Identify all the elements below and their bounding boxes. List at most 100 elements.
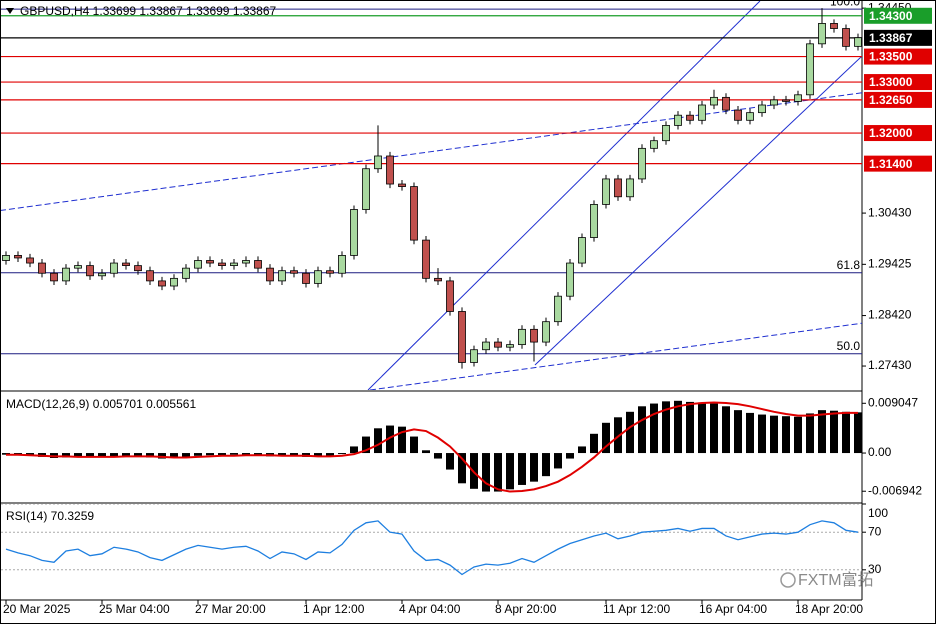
candle-body: [314, 270, 322, 284]
level-tag: [864, 7, 932, 24]
candle-body: [686, 114, 694, 121]
macd-bar: [578, 446, 586, 454]
candle-body: [74, 265, 82, 269]
rsi-panel: [1, 504, 862, 576]
y-tick-label: 1.27430: [868, 358, 912, 372]
x-tick-label: 25 Mar 04:00: [99, 602, 170, 616]
macd-bar: [710, 403, 718, 454]
candle-body: [2, 255, 10, 261]
macd-bar: [242, 453, 250, 455]
macd-bar: [386, 425, 394, 454]
x-tick-label: 11 Apr 12:00: [603, 602, 670, 616]
x-tick-label: 16 Apr 04:00: [699, 602, 767, 616]
level-label: 1.32650: [869, 93, 913, 107]
y-tick-label: 1.29425: [868, 256, 912, 270]
macd-bar: [554, 453, 562, 469]
candle-body: [458, 311, 466, 363]
macd-bar: [590, 433, 598, 454]
menu-arrow[interactable]: [6, 8, 14, 14]
x-tick-label: 20 Mar 2025: [3, 602, 71, 616]
macd-bar: [230, 453, 238, 455]
candle-body: [638, 147, 646, 180]
candle-body: [62, 267, 70, 282]
candle-body: [98, 272, 106, 277]
candle-body: [530, 328, 538, 343]
macd-bar: [566, 453, 574, 459]
macd-bar: [506, 453, 514, 490]
macd-bar: [446, 453, 454, 470]
macd-bar: [74, 453, 82, 457]
candle-body: [254, 260, 262, 269]
macd-bar: [794, 416, 802, 454]
y-tick-label: 30: [868, 562, 882, 576]
candle-body: [170, 277, 178, 287]
macd-bar: [98, 453, 106, 458]
candle-body: [350, 209, 358, 256]
candle-body: [230, 262, 238, 267]
macd-bar: [662, 401, 670, 454]
candle-body: [614, 178, 622, 198]
macd-bar: [734, 410, 742, 454]
candle-body: [434, 277, 442, 282]
macd-bar: [158, 453, 166, 459]
candle-body: [122, 262, 130, 267]
macd-bar: [854, 412, 862, 454]
trendline: [369, 322, 862, 390]
watermark: FXTM富拓: [798, 571, 874, 589]
chart-title: GBPUSD,H4 1.33699 1.33867 1.33699 1.3386…: [20, 4, 277, 18]
macd-bar: [722, 406, 730, 454]
candle-body: [602, 178, 610, 205]
candle-body: [338, 255, 346, 274]
candle-body: [566, 262, 574, 297]
macd-bar: [134, 453, 142, 457]
y-tick-label: -0.006942: [868, 483, 922, 497]
trendline: [534, 55, 862, 366]
x-tick-label: 8 Apr 20:00: [495, 602, 557, 616]
macd-bar: [146, 453, 154, 458]
candle-body: [770, 99, 778, 106]
candle-body: [362, 168, 370, 210]
candle-body: [842, 28, 850, 47]
y-tick-label: 1.30430: [868, 205, 912, 219]
candle-body: [518, 328, 526, 346]
rsi-line: [5, 520, 859, 576]
macd-bar: [746, 412, 754, 454]
fib-label: 50.0: [837, 339, 861, 353]
level-tag: [864, 48, 932, 65]
macd-bar: [86, 453, 94, 458]
candle-body: [578, 237, 586, 264]
macd-bar: [602, 422, 610, 454]
macd-bar: [278, 453, 286, 456]
candle-body: [806, 43, 814, 96]
macd-bar: [842, 411, 850, 454]
level-tag: [864, 74, 932, 91]
candle-body: [326, 270, 334, 274]
candle-body: [794, 94, 802, 102]
candle-body: [374, 155, 382, 170]
level-label: 1.33867: [869, 31, 913, 45]
y-tick-label: 0.00: [868, 445, 892, 459]
macd-bar: [830, 410, 838, 454]
macd-bar: [362, 436, 370, 454]
level-label: 1.31400: [869, 157, 913, 171]
x-tick-label: 4 Apr 04:00: [399, 602, 461, 616]
macd-bar: [410, 436, 418, 454]
macd-bar: [542, 453, 550, 477]
x-tick-label: 18 Apr 20:00: [795, 602, 863, 616]
rsi-title: RSI(14) 70.3259: [6, 509, 94, 523]
candle-body: [482, 341, 490, 351]
macd-bar: [818, 410, 826, 454]
macd-bar: [758, 414, 766, 454]
macd-bar: [806, 413, 814, 454]
level-label: 1.33500: [869, 50, 913, 64]
candle-body: [398, 183, 406, 187]
y-tick-label: 100: [868, 506, 888, 520]
axes: 1.344501.304301.294251.284201.274301.343…: [3, 0, 932, 616]
y-tick-label: 70: [868, 524, 882, 538]
macd-bar: [674, 400, 682, 454]
macd-bar: [494, 453, 502, 492]
candle-body: [650, 140, 658, 149]
level-tag: [864, 125, 932, 142]
signal-line: [6, 401, 858, 493]
